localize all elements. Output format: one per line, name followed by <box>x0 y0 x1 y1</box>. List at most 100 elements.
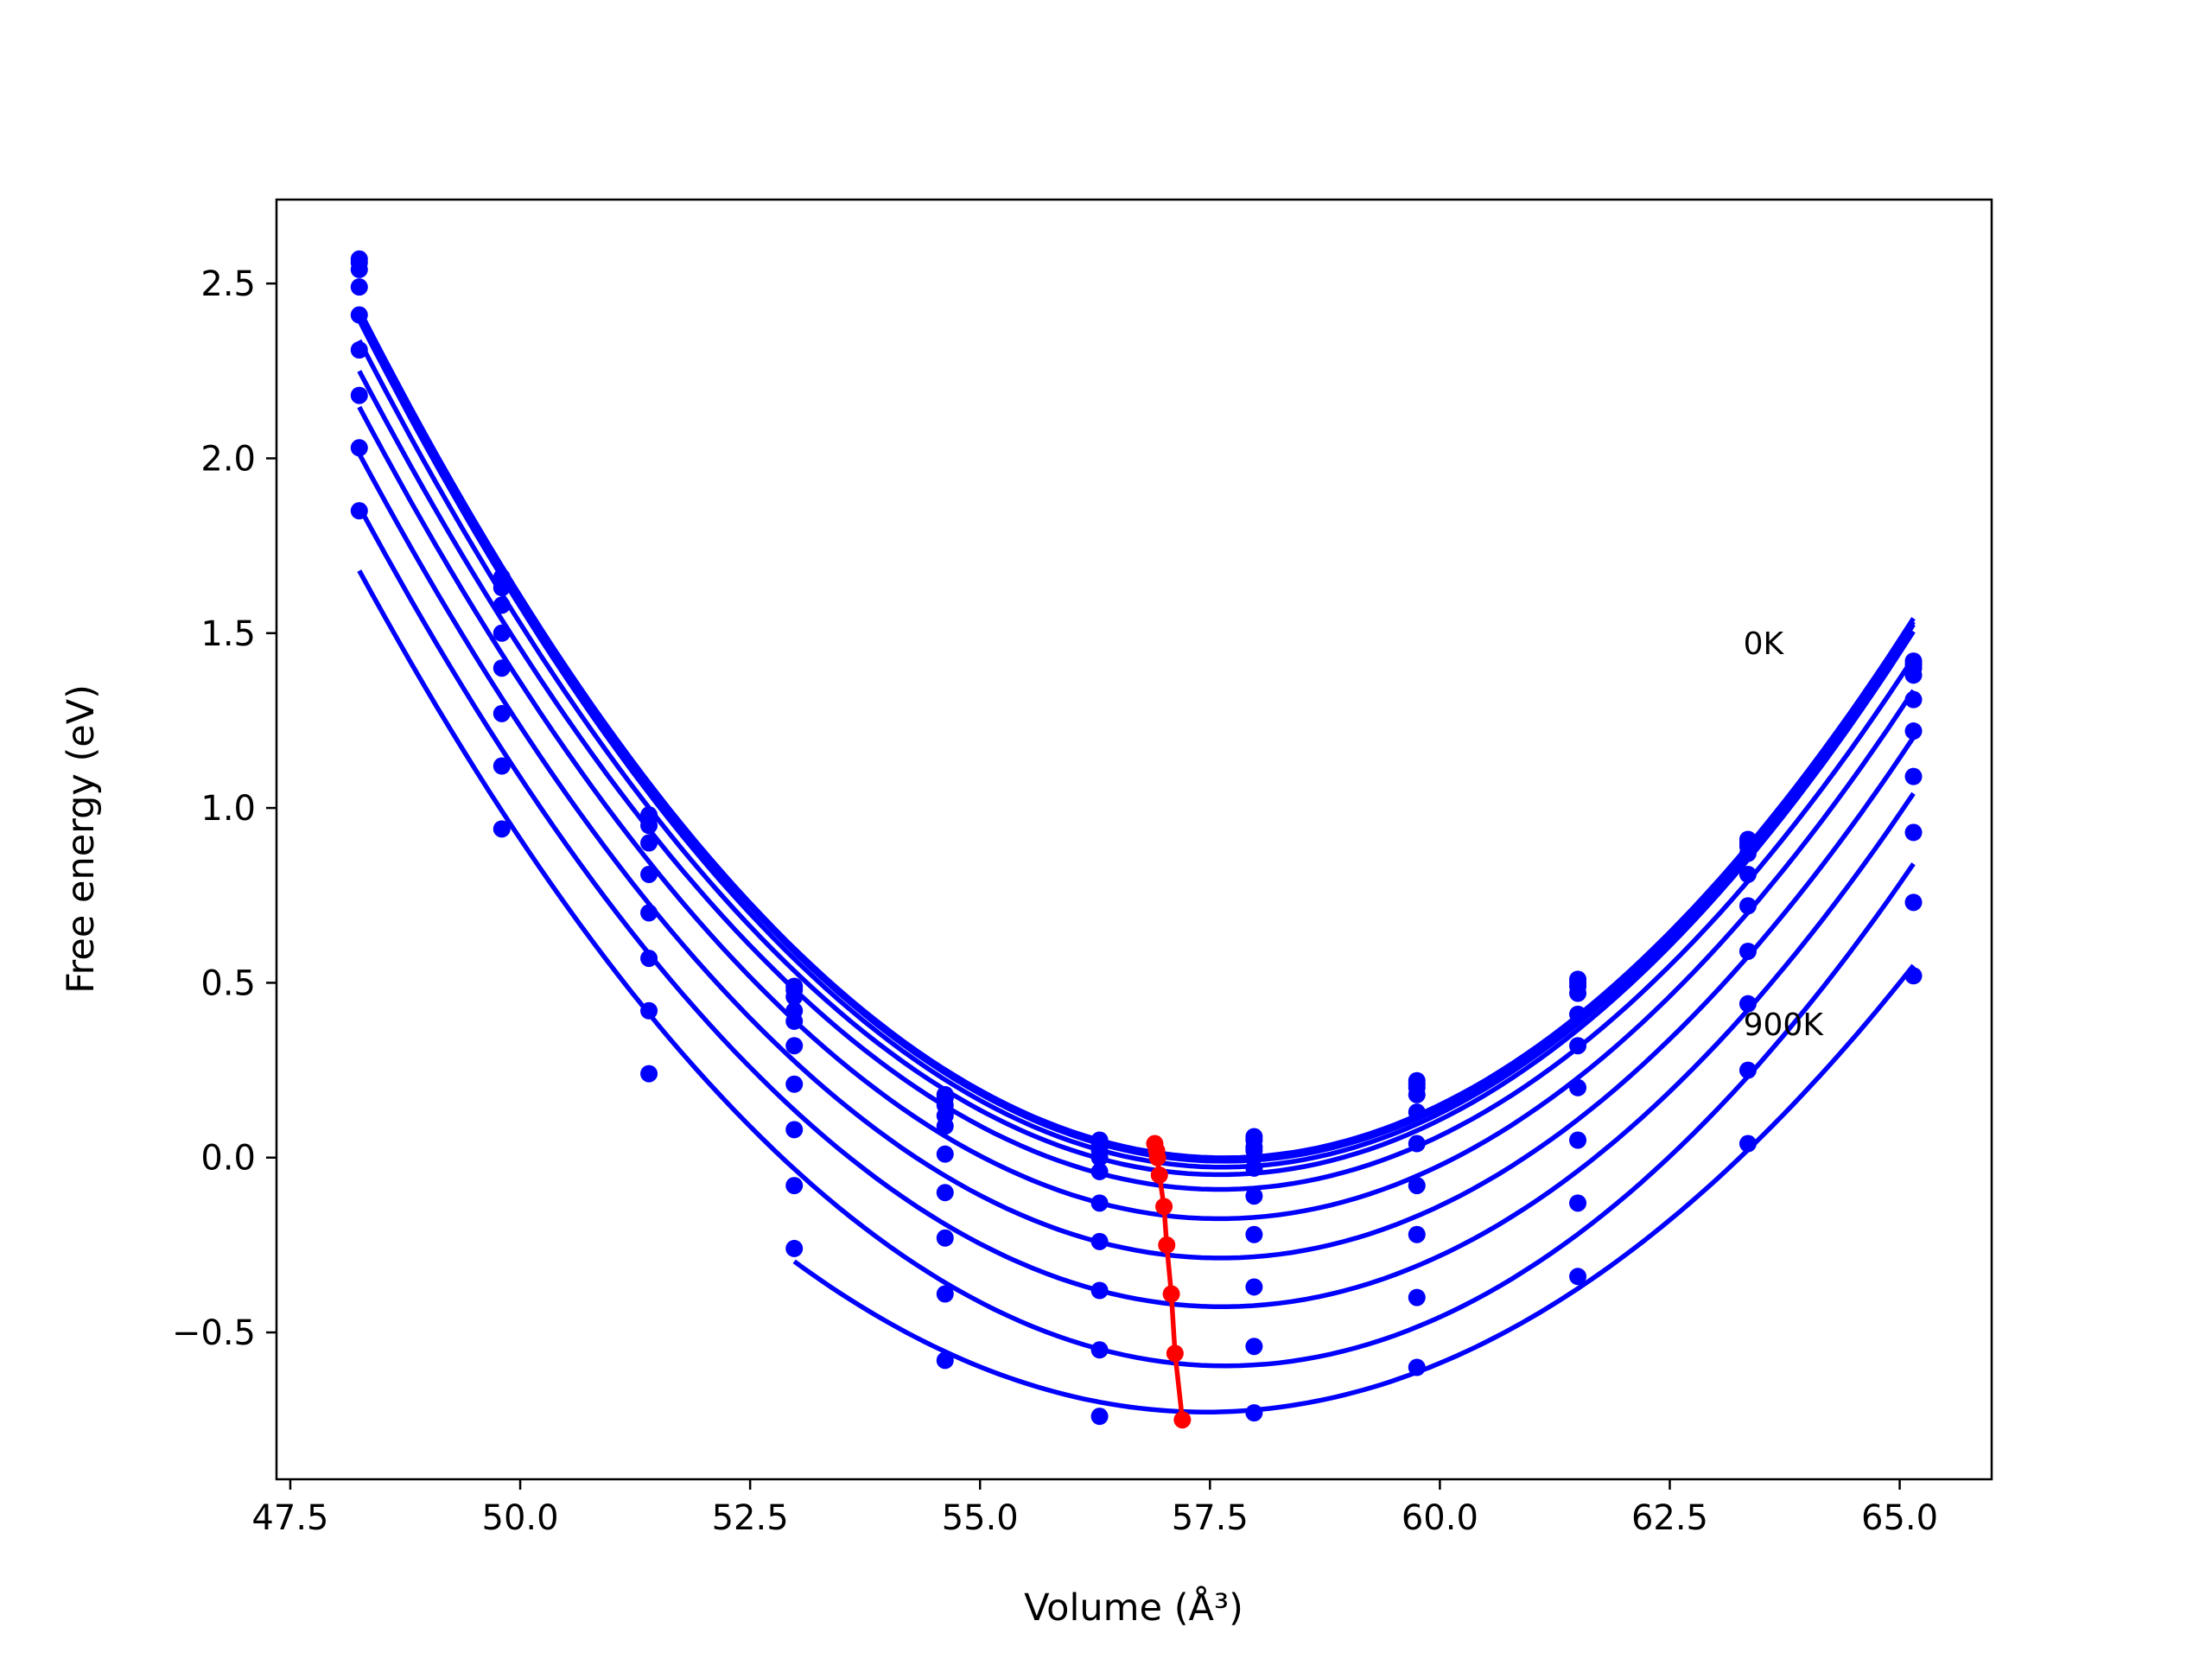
isotherm-curve <box>357 370 1916 1192</box>
data-point <box>640 1065 658 1083</box>
data-point <box>785 1012 804 1030</box>
data-point <box>1904 722 1923 741</box>
data-point <box>936 1184 954 1202</box>
data-point <box>1904 967 1923 985</box>
data-point <box>1090 1341 1109 1359</box>
data-point <box>1408 1085 1426 1103</box>
isotherm-points <box>350 250 1923 1426</box>
data-point <box>1904 823 1923 842</box>
data-point <box>936 1285 954 1303</box>
isotherm-curve <box>792 963 1916 1414</box>
data-point <box>785 1075 804 1093</box>
data-point <box>1738 897 1757 915</box>
minimum-point <box>1150 1166 1168 1184</box>
x-tick-label: 47.5 <box>251 1498 328 1538</box>
data-point <box>493 659 511 677</box>
data-point <box>493 579 511 597</box>
data-point <box>1090 1148 1109 1166</box>
data-point <box>350 278 368 296</box>
data-point <box>1569 1005 1587 1023</box>
minimum-point <box>1166 1344 1184 1363</box>
data-point <box>785 988 804 1006</box>
minimum-point <box>1158 1236 1176 1254</box>
data-point <box>350 502 368 520</box>
data-point <box>1738 1135 1757 1153</box>
y-tick-label: 1.0 <box>200 789 256 829</box>
minimum-line <box>1146 1135 1192 1429</box>
data-point <box>1408 1225 1426 1243</box>
data-point <box>493 596 511 614</box>
data-point <box>1569 1037 1587 1055</box>
data-point <box>1569 1078 1587 1096</box>
plot-frame <box>275 198 1993 1481</box>
isotherm-curve <box>357 319 1916 1170</box>
data-point <box>493 820 511 838</box>
x-tick-label: 60.0 <box>1402 1498 1478 1538</box>
x-tick-label: 50.0 <box>482 1498 559 1538</box>
data-point <box>785 1121 804 1139</box>
minimum-point <box>1173 1411 1192 1429</box>
data-point <box>785 1177 804 1195</box>
data-point <box>350 306 368 324</box>
annotations: 0K 900K <box>1744 626 1825 1043</box>
data-point <box>936 1145 954 1163</box>
data-point <box>785 1037 804 1055</box>
data-point <box>1569 1194 1587 1212</box>
x-tick-label: 65.0 <box>1861 1498 1938 1538</box>
temperature-annotation: 900K <box>1744 1007 1825 1043</box>
x-axis-label: Volume (Å³) <box>1024 1586 1243 1630</box>
temperature-annotation: 0K <box>1744 626 1785 662</box>
data-point <box>1569 984 1587 1002</box>
data-point <box>1408 1288 1426 1306</box>
data-point <box>1090 1194 1109 1212</box>
data-point <box>640 834 658 852</box>
y-tick-label: 2.5 <box>200 264 256 304</box>
data-point <box>1738 844 1757 862</box>
isotherm-curve <box>357 505 1916 1310</box>
data-point <box>1738 942 1757 960</box>
data-point <box>350 386 368 404</box>
y-tick-label: 0.0 <box>200 1139 256 1179</box>
data-point <box>1245 1404 1263 1422</box>
y-tick-label: 0.5 <box>200 963 256 1003</box>
minimum-point <box>1162 1285 1180 1303</box>
data-point <box>1245 1278 1263 1296</box>
data-point <box>640 950 658 968</box>
data-point <box>1904 690 1923 709</box>
data-point <box>1408 1177 1426 1195</box>
data-point <box>350 439 368 457</box>
data-point <box>640 865 658 883</box>
data-point <box>785 1239 804 1257</box>
data-point <box>1245 1159 1263 1177</box>
minimum-point <box>1155 1198 1173 1216</box>
data-point <box>1245 1141 1263 1160</box>
isotherm-curve <box>357 339 1916 1178</box>
data-point <box>1904 666 1923 684</box>
isotherm-curve <box>357 405 1916 1222</box>
data-point <box>350 260 368 278</box>
isotherm-curve <box>357 312 1916 1164</box>
y-axis-ticks: −0.5 0.0 0.5 1.0 1.5 2.0 2.5 <box>172 264 276 1353</box>
data-point <box>936 1351 954 1370</box>
x-tick-label: 52.5 <box>712 1498 789 1538</box>
data-point <box>1738 1061 1757 1079</box>
data-point <box>1738 995 1757 1013</box>
data-point <box>1090 1408 1109 1426</box>
data-point <box>1245 1338 1263 1356</box>
y-tick-label: 2.0 <box>200 439 256 479</box>
data-point <box>493 757 511 775</box>
data-point <box>1569 1268 1587 1286</box>
data-point <box>1904 767 1923 785</box>
y-axis-label: Free energy (eV) <box>60 684 103 994</box>
data-point <box>1904 893 1923 912</box>
data-point <box>1569 1131 1587 1149</box>
data-point <box>493 704 511 722</box>
data-point <box>1408 1358 1426 1376</box>
data-point <box>1090 1162 1109 1180</box>
x-tick-label: 62.5 <box>1631 1498 1708 1538</box>
data-point <box>1245 1225 1263 1243</box>
minimum-point <box>1148 1148 1166 1166</box>
data-point <box>1738 865 1757 883</box>
data-point <box>1408 1135 1426 1153</box>
